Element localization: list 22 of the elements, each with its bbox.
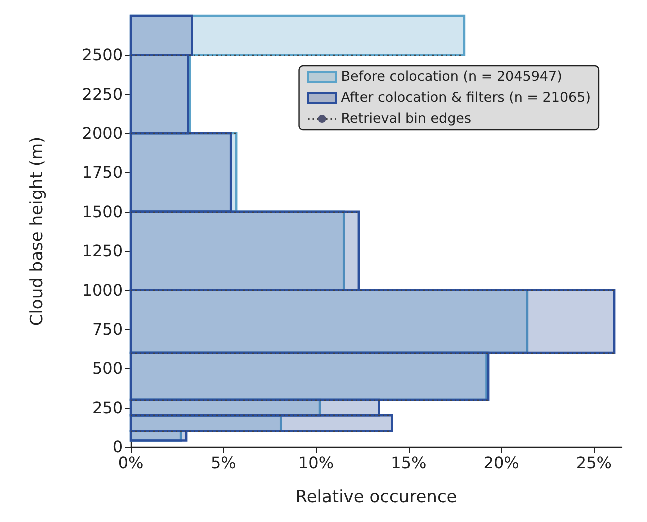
y-axis-title: Cloud base height (m) — [28, 136, 48, 326]
y-tick-label: 2250 — [82, 84, 123, 104]
y-tick-label: 0 — [112, 438, 123, 456]
y-tick-label: 500 — [92, 359, 123, 378]
x-tick-label: 25% — [576, 454, 612, 472]
y-tick-label: 2500 — [82, 46, 123, 65]
legend-label: After colocation & filters (n = 21065) — [341, 90, 592, 106]
y-tick-label: 2000 — [82, 124, 123, 144]
legend-label: Before colocation (n = 2045947) — [341, 69, 562, 85]
x-tick-label: 0% — [118, 454, 144, 472]
y-tick-label: 750 — [92, 320, 123, 339]
legend-label: Retrieval bin edges — [341, 111, 472, 127]
y-tick-label: 1000 — [82, 280, 123, 300]
x-tick-label: 5% — [210, 454, 236, 472]
x-tick-label: 15% — [391, 454, 427, 472]
y-tick-label: 1500 — [82, 202, 123, 222]
x-tick-label: 10% — [298, 454, 334, 472]
y-tick-label: 250 — [92, 398, 123, 418]
y-tick-label: 1750 — [82, 163, 123, 182]
y-tick-label: 1250 — [82, 242, 123, 261]
x-axis-title: Relative occurence — [296, 488, 458, 508]
x-tick-label: 20% — [484, 454, 520, 472]
